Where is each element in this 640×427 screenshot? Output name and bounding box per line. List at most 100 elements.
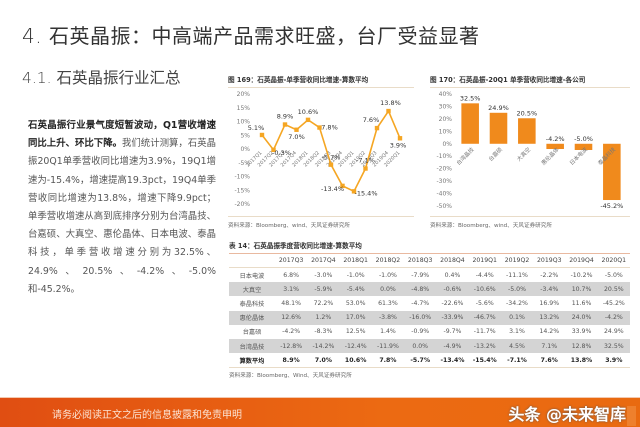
- table-cell: 3.1%: [275, 282, 308, 297]
- table-source: 资料来源：Bloomberg、Wind、天风证券研究所: [229, 373, 352, 380]
- data-point: [271, 147, 276, 153]
- table-cell: 12.5%: [345, 328, 366, 336]
- figure-170: 图 170：石英晶振-20Q1 单季营收同比增速-各公司 40% 30% 20% 10…: [430, 74, 630, 229]
- data-point: [317, 125, 322, 130]
- table-cell: -0.6%: [436, 282, 469, 297]
- table-cell: 3.1%: [509, 328, 525, 336]
- table-row: 泰晶科技 48.1% 72.2% 53.0% 61.3% -4.7% -22.6% -5.6%…: [229, 296, 630, 310]
- table-row: 台嘉硕 -4.2% -8.3% 12.5% 1.4% -0.9% -9.7% -11.7% 3.…: [229, 325, 630, 339]
- table-cell: 3.9%: [597, 353, 630, 369]
- table-cell: 33.9%: [571, 328, 592, 336]
- footer-bar: 请务必阅读正文之后的信息披露和免责申明 头条 @未来智库: [0, 397, 640, 427]
- table-cell: 6.8%: [283, 271, 299, 279]
- y-tick: -15%: [234, 187, 250, 194]
- data-point: [340, 183, 345, 189]
- y-tick: 0%: [240, 146, 250, 153]
- table-cell: 8.9%: [275, 353, 308, 369]
- x-tick: 大真空: [515, 145, 533, 163]
- data-point: [363, 166, 368, 171]
- table-cell: -46.7%: [468, 310, 501, 325]
- bar-label: 24.9%: [488, 104, 509, 112]
- data-label: 10.6%: [298, 108, 319, 116]
- table-cell: 48.1%: [281, 299, 301, 307]
- bar-label: -45.2%: [600, 202, 623, 210]
- bar-label: 32.5%: [460, 94, 481, 102]
- column-header: 2019Q2: [500, 253, 534, 268]
- table-cell: 7.8%: [371, 353, 405, 369]
- row-label: 算数平均: [229, 353, 275, 369]
- line-chart: 20%15%10%5%0%-5%-10%-15%-20%2017Q12017Q2…: [234, 91, 407, 208]
- y-tick: -20%: [234, 201, 250, 208]
- table-cell: -11.7%: [473, 328, 496, 336]
- table-cell: 13.8%: [565, 353, 598, 369]
- table-cell: -10.6%: [468, 282, 501, 297]
- column-header: 2018Q4: [436, 253, 469, 268]
- data-point: [397, 136, 403, 141]
- table-cell: -4.2%: [282, 328, 301, 336]
- data-label: -5.7%: [322, 154, 341, 162]
- figure-170-title: 图 170：石英晶振-20Q1 单季营收同比增速-各公司: [430, 74, 630, 88]
- table-cell: 0.0%: [404, 338, 437, 354]
- data-point: [386, 108, 391, 114]
- table-cell: 0.1%: [500, 310, 534, 325]
- data-point: [351, 189, 357, 194]
- data-label: 7.6%: [363, 116, 380, 124]
- data-label: -7.1%: [356, 157, 375, 165]
- bar: [518, 118, 536, 144]
- section-heading: 4.1. 石英晶振行业汇总: [22, 69, 181, 87]
- table-cell: 24.9%: [604, 328, 624, 336]
- table-cell: -4.7%: [411, 299, 430, 307]
- data-label: 5.1%: [248, 124, 265, 132]
- y-tick: -5%: [238, 160, 250, 167]
- data-label: -15.4%: [355, 189, 378, 197]
- y-tick: 20%: [439, 116, 453, 123]
- data-label: 8.9%: [277, 113, 294, 121]
- table-cell: -5.6%: [475, 299, 494, 307]
- row-label: 惠伦晶体: [229, 310, 275, 325]
- table-cell: 10.6%: [339, 353, 372, 369]
- bar-chart: 40% 30% 20% 10% 0% -10% -20% -30% -40% -50% 32.5% 台…: [436, 91, 623, 210]
- figure-170-source: 资料来源：Bloomberg、wind、天风证券研究所: [430, 216, 630, 229]
- data-point: [328, 162, 334, 167]
- row-label: 大真空: [229, 282, 275, 297]
- table-cell: -22.6%: [441, 299, 464, 307]
- table-cell: -11.9%: [371, 338, 405, 354]
- column-header: 2018Q1: [339, 253, 372, 268]
- table-cell: 11.6%: [571, 299, 592, 307]
- column-header: 2017Q4: [307, 253, 340, 268]
- y-tick: 10%: [439, 128, 453, 135]
- table-cell: -13.2%: [468, 338, 501, 354]
- table-cell: -7.9%: [411, 271, 430, 279]
- column-header: 2019Q3: [533, 253, 566, 268]
- table-cell: -12.4%: [339, 338, 372, 354]
- table-title: 表 14：石英晶振季度营收同比增速-算数平均: [229, 242, 362, 250]
- column-header: 2018Q2: [371, 253, 405, 268]
- table-cell: -4.4%: [475, 271, 494, 279]
- column-header: 2019Q1: [468, 253, 501, 268]
- table-row: 台湾晶技 -12.8% -14.2% -12.4% -11.9% 0.0% -4.9% -13…: [229, 338, 630, 354]
- y-tick: 30%: [439, 103, 453, 110]
- table-cell: -10.2%: [570, 271, 593, 279]
- table-cell: -5.7%: [404, 353, 437, 369]
- y-tick: -20%: [436, 166, 452, 173]
- y-tick: -10%: [436, 153, 452, 160]
- table-cell: -34.2%: [506, 299, 528, 307]
- table-cell: 12.6%: [275, 310, 308, 325]
- table-cell: -3.8%: [371, 310, 405, 325]
- data-label: 3.9%: [390, 141, 407, 149]
- column-header: 2020Q1: [597, 253, 630, 268]
- x-tick: 台湾晶技: [454, 145, 476, 167]
- bar-label: 20.5%: [517, 109, 538, 117]
- table-cell: -11.1%: [506, 271, 528, 279]
- y-tick: 15%: [237, 105, 251, 112]
- table-row: 大真空 3.1% -5.9% -5.4% 0.0% -4.8% -0.6% -10.6% -5.…: [229, 282, 630, 297]
- y-tick: -10%: [234, 174, 250, 181]
- bar-label: -5.0%: [574, 135, 593, 143]
- data-point: [294, 127, 299, 132]
- row-label: 台嘉硕: [242, 329, 262, 337]
- table-cell: 10.7%: [565, 282, 598, 297]
- summary-bold: 石英晶振行业景气度短暂波动，Q1营收增速同比上升、环比下降。: [28, 120, 216, 150]
- row-label: 日本电波: [239, 272, 265, 280]
- table-cell: 13.2%: [533, 310, 566, 325]
- disclaimer-text: 请务必阅读正文之后的信息披露和免责申明: [52, 410, 242, 421]
